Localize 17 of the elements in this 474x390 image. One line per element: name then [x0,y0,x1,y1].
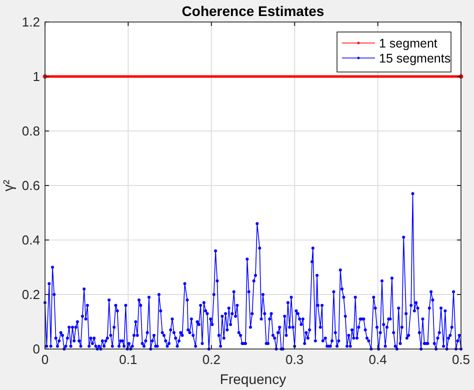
x-tick-label: 0.2 [202,352,220,367]
y-tick-label: 0.2 [22,287,40,302]
y-tick-label: 0 [32,342,40,356]
legend-label: 15 segments [379,52,451,66]
y-axis-title: γ² [0,179,16,192]
y-tick-label: 1.2 [22,14,40,30]
x-tick-label: 0.5 [452,352,470,367]
y-tick-label: 1 [32,69,40,84]
y-tick-label: 0.4 [22,232,40,248]
y-tick-label: 0.6 [22,178,40,193]
x-tick-label: 0.4 [368,352,387,367]
x-tick-label: 0.3 [286,352,304,367]
x-tick-label: 0.1 [119,352,138,367]
legend-label: 1 segment [379,36,438,50]
x-axis-title: Frequency [220,371,286,387]
chart-title: Coherence Estimates [182,3,324,19]
y-tick-label: 0.8 [22,124,40,138]
